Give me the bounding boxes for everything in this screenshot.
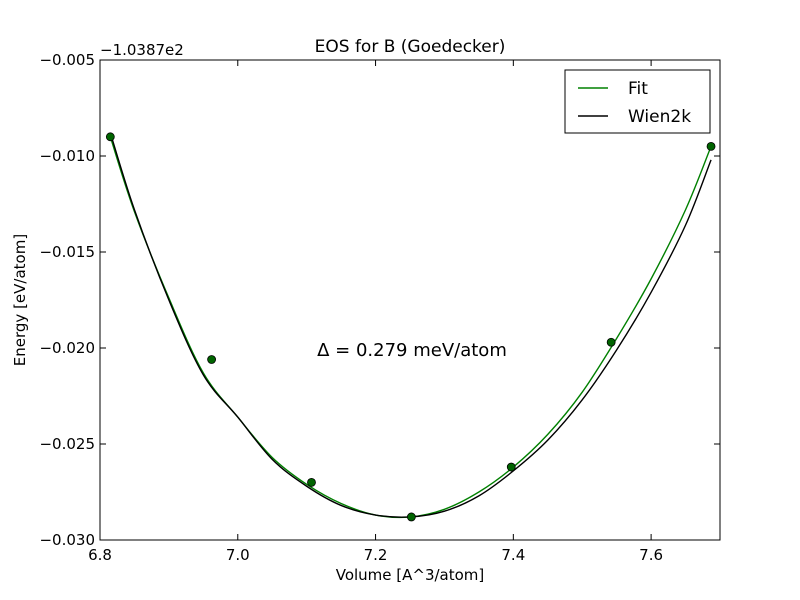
x-axis-label: Volume [A^3/atom] <box>336 566 485 584</box>
y-tick-label: −0.010 <box>39 147 95 165</box>
y-tick-label: −0.030 <box>39 531 95 549</box>
x-tick-label: 7.4 <box>501 546 525 564</box>
y-tick-label: −0.015 <box>39 243 95 261</box>
x-tick-label: 7.2 <box>364 546 388 564</box>
axis-ticks: 6.8 7.0 7.2 7.4 7.6 −0.005 −0.010 −0.015 −0.020 −… <box>39 51 720 564</box>
data-point <box>207 355 217 364</box>
data-point <box>307 477 316 487</box>
x-tick-label: 7.6 <box>639 546 663 564</box>
legend-label-wien2k: Wien2k <box>628 107 691 127</box>
legend-label-fit: Fit <box>628 79 648 99</box>
data-point <box>406 512 416 522</box>
x-tick-label: 6.8 <box>88 546 112 564</box>
data-point <box>706 141 716 151</box>
axes-frame <box>99 59 721 541</box>
y-offset-label: −1.0387e2 <box>100 41 184 59</box>
delta-annotation: Δ = 0.279 meV/atom <box>317 340 507 361</box>
data-point <box>105 132 115 142</box>
plot-area <box>105 132 716 522</box>
legend-box <box>564 69 711 134</box>
y-tick-label: −0.025 <box>39 435 95 453</box>
data-point <box>606 337 616 347</box>
y-tick-label: −0.020 <box>39 339 95 357</box>
x-tick-label: 7.0 <box>226 546 250 564</box>
y-tick-label: −0.005 <box>39 51 95 69</box>
legend: Fit Wien2k <box>564 69 711 134</box>
data-point <box>506 462 516 472</box>
y-axis-label: Energy [eV/atom] <box>11 234 29 366</box>
chart-title: EOS for B (Goedecker) <box>315 37 506 57</box>
